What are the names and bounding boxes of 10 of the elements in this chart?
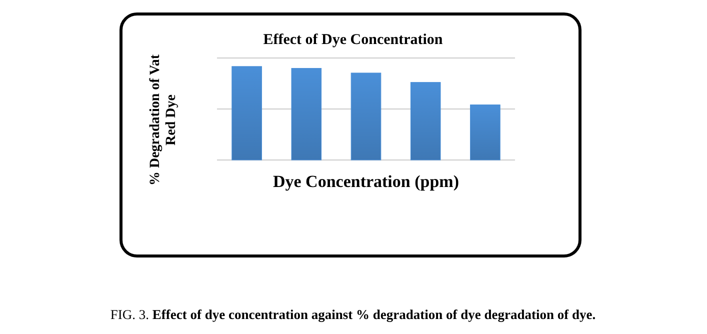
bar bbox=[350, 72, 382, 160]
bar bbox=[410, 82, 441, 160]
caption: FIG. 3. bbox=[110, 307, 150, 322]
chart-title: Effect of Dye Concentration bbox=[263, 32, 444, 48]
bar bbox=[232, 66, 262, 160]
bar bbox=[291, 68, 322, 160]
bar bbox=[470, 104, 500, 160]
y-axis-title: % Degradation of Vat Red Dye bbox=[148, 54, 180, 186]
x-axis-title: Dye Concentration (ppm) bbox=[272, 172, 460, 191]
text: Effect of dye concentration against % degradation of dye degradation of dye. bbox=[149, 307, 596, 322]
